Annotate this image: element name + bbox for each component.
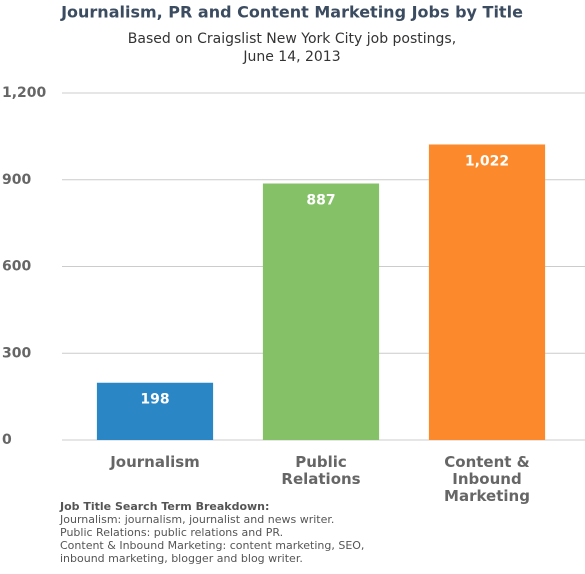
footnote-line: Content & Inbound Marketing: content mar… bbox=[60, 539, 365, 565]
value-label: 198 bbox=[140, 392, 169, 408]
footnote-line: Journalism: journalism, journalist and n… bbox=[60, 513, 335, 526]
value-label: 887 bbox=[306, 193, 335, 209]
x-tick-label: Content & Inbound Marketing bbox=[444, 453, 530, 505]
chart-title: Journalism, PR and Content Marketing Job… bbox=[60, 3, 523, 22]
chart-subtitle: Based on Craigslist New York City job po… bbox=[128, 31, 456, 47]
bar bbox=[96, 382, 214, 440]
y-tick-label: 0 bbox=[2, 432, 12, 448]
x-tick-label: Public Relations bbox=[281, 453, 361, 488]
value-label: 1,022 bbox=[465, 153, 509, 169]
footnote: Job Title Search Term Breakdown: Journal… bbox=[60, 500, 390, 565]
y-tick-label: 900 bbox=[2, 172, 31, 188]
chart-subtitle: June 14, 2013 bbox=[242, 49, 340, 65]
x-tick-label: Journalism bbox=[110, 453, 200, 471]
y-tick-label: 1,200 bbox=[2, 85, 47, 101]
bar bbox=[262, 183, 380, 441]
footnote-title: Job Title Search Term Breakdown: bbox=[60, 500, 270, 513]
y-tick-label: 300 bbox=[2, 345, 31, 361]
bar bbox=[428, 144, 546, 440]
footnote-line: Public Relations: public relations and P… bbox=[60, 526, 284, 539]
y-tick-label: 600 bbox=[2, 259, 31, 275]
